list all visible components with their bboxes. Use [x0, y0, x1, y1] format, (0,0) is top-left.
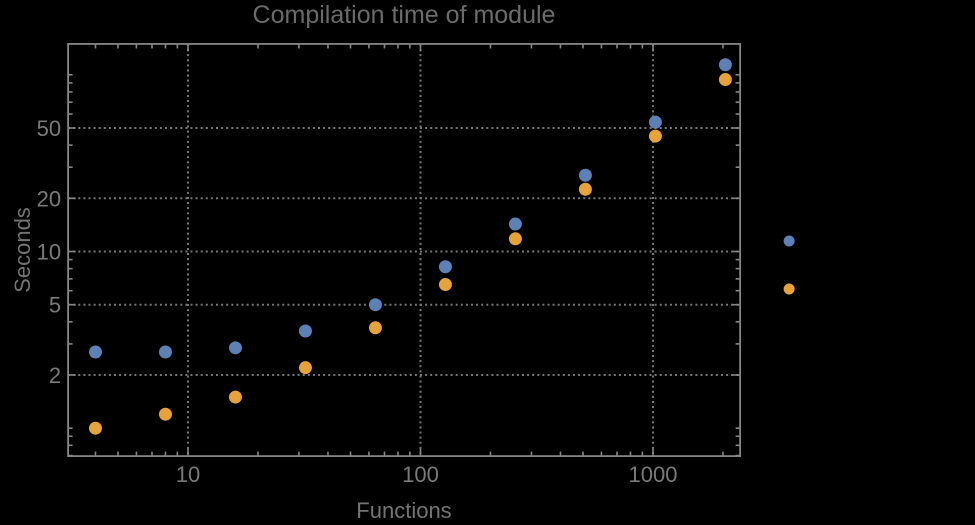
data-point-orange-series	[368, 321, 382, 335]
x-tick-label: 1000	[629, 462, 678, 487]
data-point-orange-series	[158, 407, 172, 421]
data-point-blue-series	[158, 345, 172, 359]
y-tick-label: 50	[37, 116, 61, 141]
y-axis-label: Seconds	[10, 207, 35, 293]
data-point-orange-series	[578, 182, 592, 196]
legend-marker-orange-series	[783, 283, 795, 295]
data-point-orange-series	[228, 390, 242, 404]
data-point-orange-series	[438, 278, 452, 292]
y-tick-label: 5	[49, 293, 61, 318]
y-tick-label: 2	[49, 363, 61, 388]
y-tick-label: 10	[37, 240, 61, 265]
data-point-blue-series	[718, 58, 732, 72]
data-point-blue-series	[88, 345, 102, 359]
data-point-blue-series	[228, 341, 242, 355]
data-point-blue-series	[648, 115, 662, 129]
plot-frame	[67, 43, 742, 458]
y-tick-label: 20	[37, 186, 61, 211]
data-point-blue-series	[578, 168, 592, 182]
data-point-blue-series	[368, 298, 382, 312]
x-tick-label: 10	[176, 462, 200, 487]
data-point-blue-series	[508, 217, 522, 231]
x-tick-label: 100	[402, 462, 439, 487]
data-point-orange-series	[718, 73, 732, 87]
data-point-orange-series	[508, 232, 522, 246]
legend-marker-blue-series	[783, 235, 795, 247]
data-point-blue-series	[298, 324, 312, 338]
data-point-orange-series	[298, 361, 312, 375]
data-point-blue-series	[438, 260, 452, 274]
chart-title: Compilation time of module	[252, 1, 556, 29]
data-point-orange-series	[88, 421, 102, 435]
x-axis-label: Functions	[356, 498, 452, 523]
data-point-orange-series	[648, 129, 662, 143]
